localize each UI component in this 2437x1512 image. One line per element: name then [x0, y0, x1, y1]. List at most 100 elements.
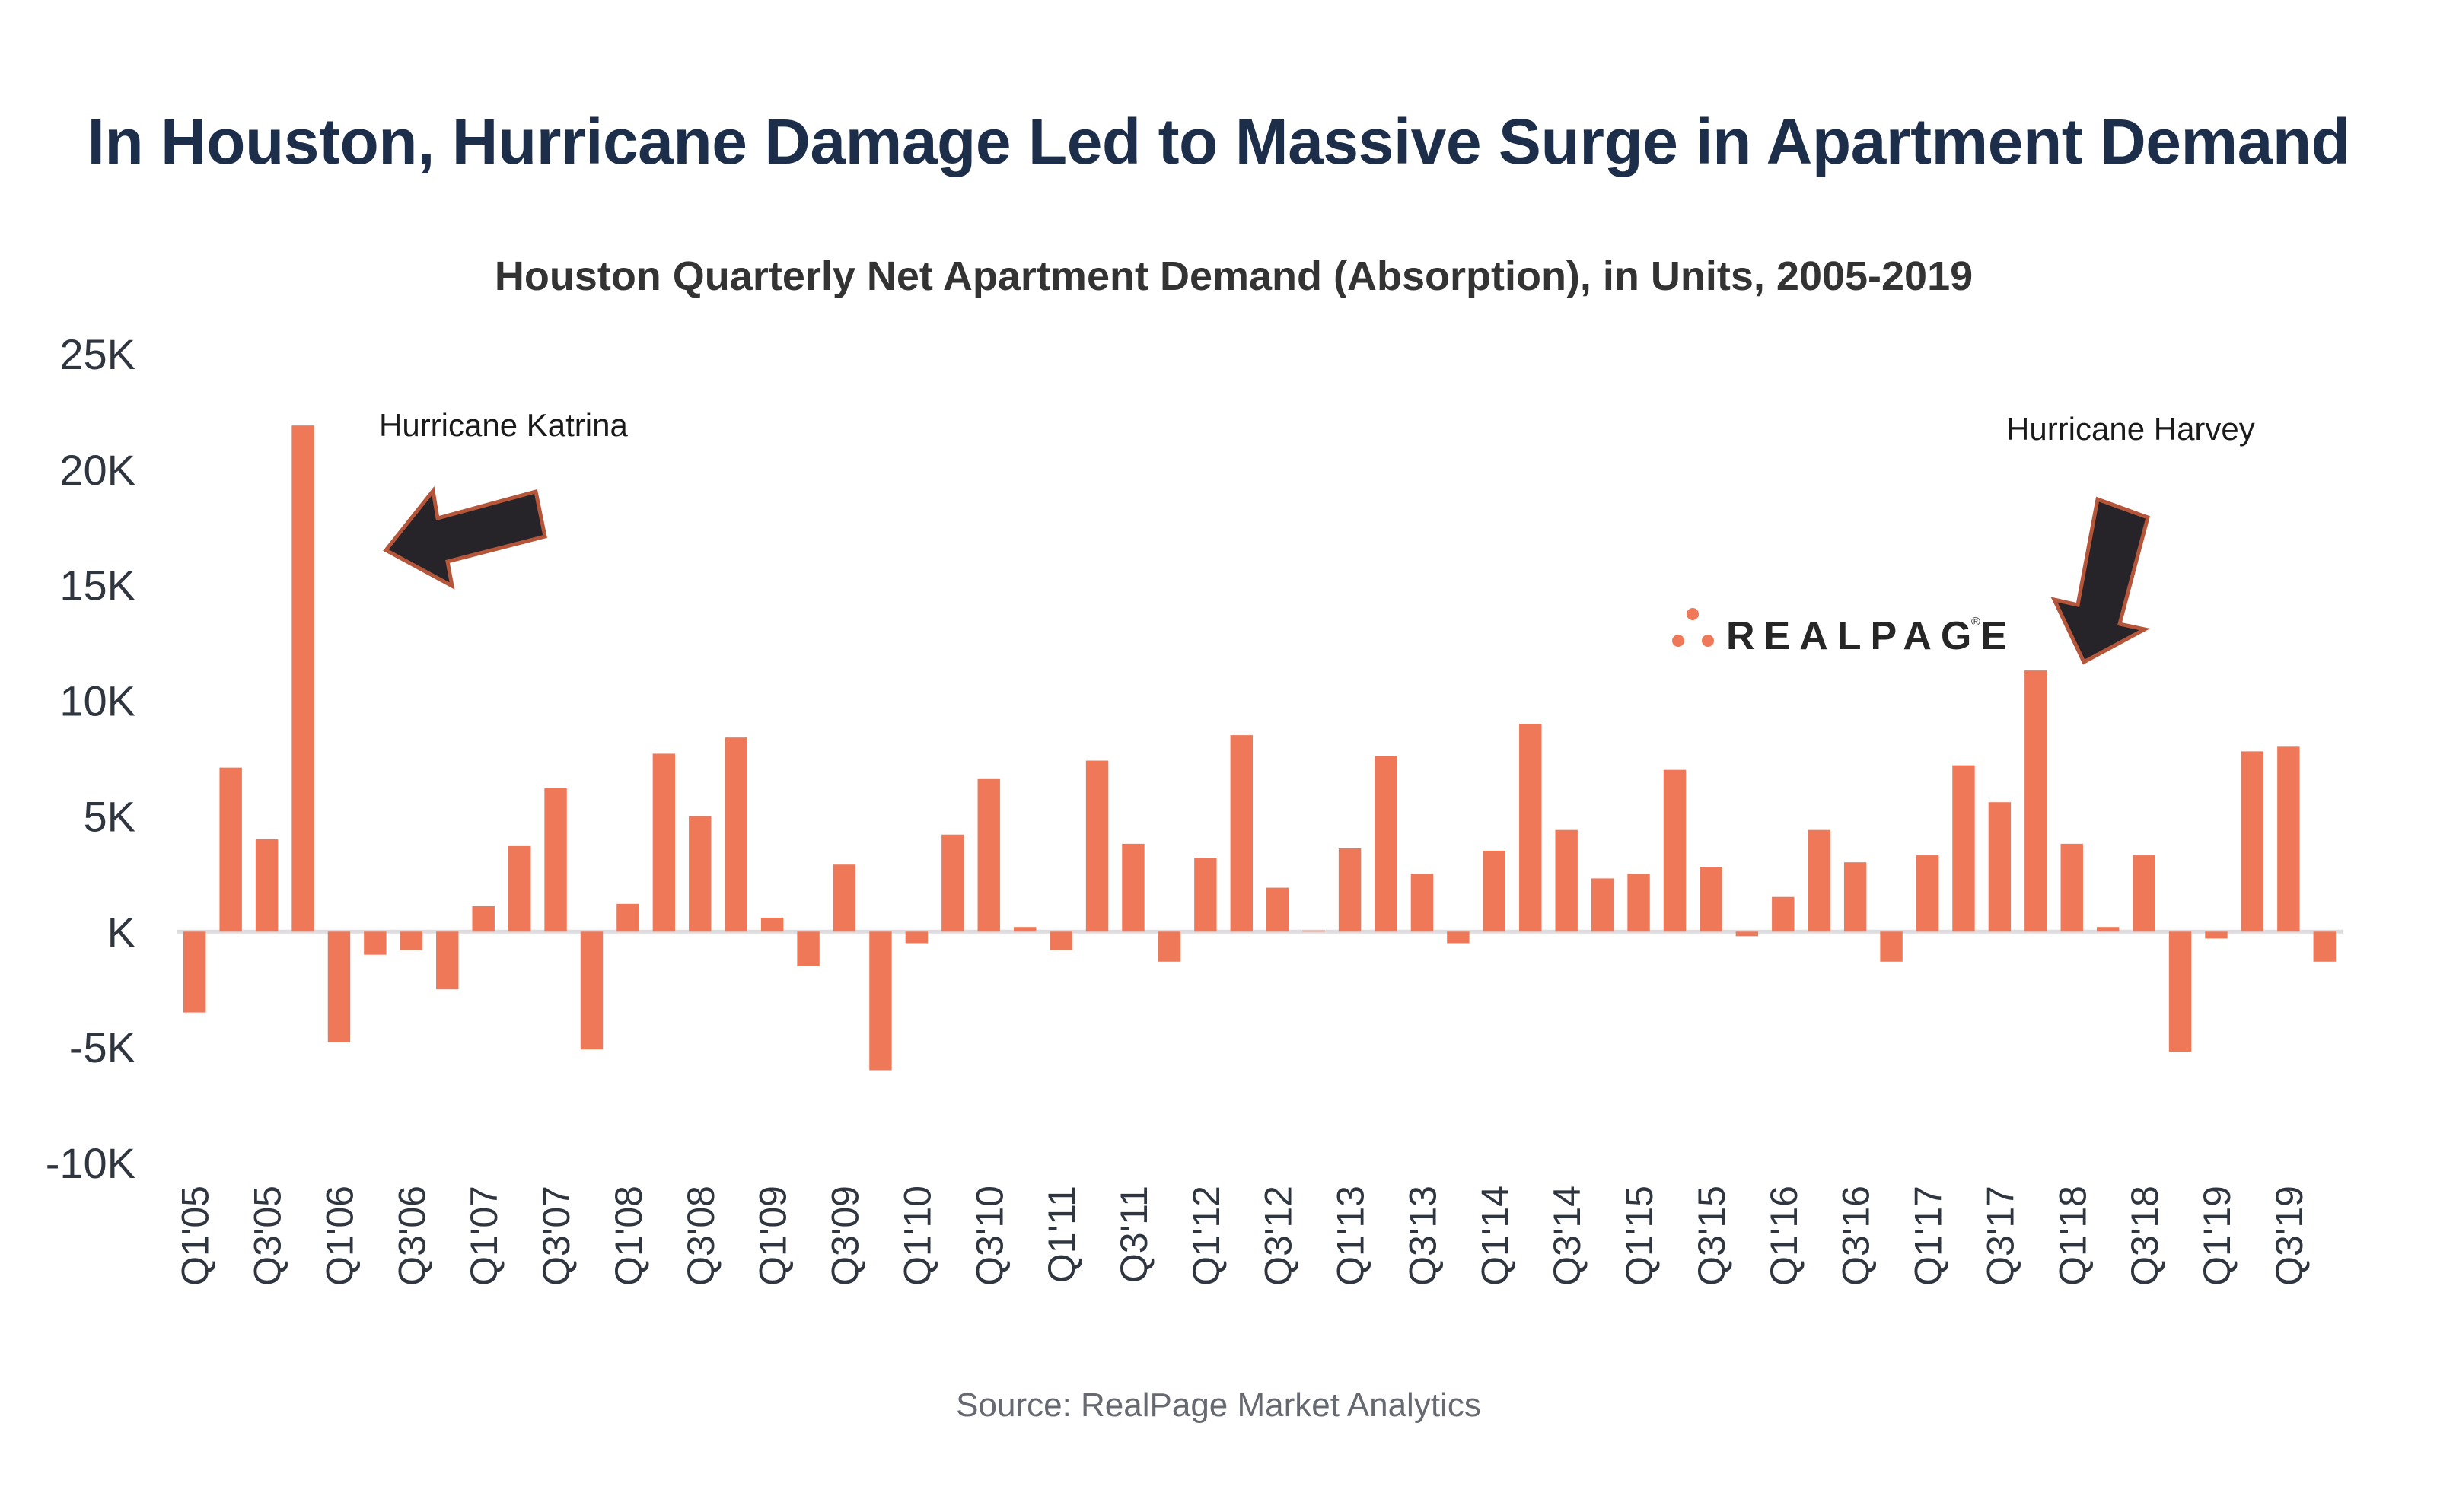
bar-Q2'19 — [2241, 751, 2264, 932]
bar-Q1'11 — [1050, 931, 1072, 950]
x-tick-label: Q3'05 — [247, 1186, 289, 1286]
y-axis: 25K 20K 15K 10K 5K K -5K -10K — [46, 330, 135, 1187]
bar-Q4'16 — [1880, 931, 1903, 962]
x-tick-label: Q3'10 — [968, 1186, 1011, 1286]
x-tick-label: Q1'10 — [896, 1186, 938, 1286]
y-tick-label: K — [107, 908, 135, 956]
bar-Q3'14 — [1555, 829, 1578, 932]
x-tick-label: Q1'06 — [318, 1186, 361, 1286]
x-tick-label: Q1'13 — [1330, 1186, 1372, 1286]
x-tick-label: Q1'11 — [1040, 1186, 1083, 1283]
bar-Q4'09 — [869, 931, 892, 1071]
bar-Q1'17 — [1916, 855, 1939, 932]
y-tick-label: 10K — [59, 677, 135, 725]
x-tick-label: Q1'17 — [1907, 1186, 1950, 1286]
x-tick-label: Q3'11 — [1113, 1186, 1155, 1283]
bar-Q4'11 — [1158, 931, 1181, 962]
x-tick-label: Q3'09 — [824, 1186, 867, 1286]
bar-Q2'08 — [652, 753, 676, 932]
bar-Q3'10 — [977, 778, 1000, 932]
bar-Q2'15 — [1663, 769, 1687, 932]
registered-mark: ® — [1971, 616, 1980, 629]
chart-title: Houston Quarterly Net Apartment Demand (… — [494, 253, 1973, 299]
x-tick-label: Q1'18 — [2051, 1186, 2094, 1286]
arrow-katrina-icon — [383, 486, 547, 590]
bar-Q1'10 — [905, 931, 929, 944]
x-axis: Q1'05 Q3'05 Q1'06 Q3'06 Q1'07 Q3'07 Q1'08 Q3'08… — [174, 1186, 2311, 1286]
bar-Q3'09 — [833, 864, 856, 932]
x-tick-label: Q3'19 — [2268, 1186, 2311, 1286]
bar-Q4'10 — [1013, 927, 1037, 932]
bar-Q2'17 — [1952, 765, 1975, 932]
x-tick-label: Q1'19 — [2196, 1186, 2238, 1286]
x-tick-label: Q3'16 — [1835, 1186, 1878, 1286]
bar-Q3'16 — [1843, 862, 1867, 932]
logo-dot-icon — [1702, 635, 1714, 647]
bar-Q3'18 — [2133, 855, 2155, 932]
bar-Q2'12 — [1230, 735, 1253, 932]
annotation-katrina: Hurricane Katrina — [379, 407, 628, 443]
bar-Q2'05 — [219, 767, 242, 932]
bar-Q1'06 — [327, 931, 351, 1043]
source-note: Source: RealPage Market Analytics — [956, 1386, 1481, 1424]
x-tick-label: Q1'15 — [1618, 1186, 1661, 1286]
logo-dot-icon — [1672, 635, 1684, 647]
logo-text: REALPAGE — [1726, 614, 2016, 658]
bar-Q1'09 — [760, 918, 784, 932]
x-tick-label: Q3'13 — [1401, 1186, 1444, 1286]
bar-Q1'18 — [2060, 843, 2083, 932]
bar-Q1'14 — [1483, 850, 1506, 932]
bar-Q3'07 — [544, 788, 567, 932]
bar-Q3'05 — [255, 839, 279, 932]
x-tick-label: Q3'07 — [535, 1186, 578, 1286]
bar-Q4'14 — [1591, 878, 1614, 932]
bar-Q2'16 — [1808, 829, 1830, 932]
y-tick-label: 20K — [59, 446, 135, 494]
x-tick-label: Q3'08 — [680, 1186, 722, 1286]
y-tick-label: 25K — [59, 330, 135, 378]
x-tick-label: Q3'18 — [2123, 1186, 2166, 1286]
x-tick-label: Q1'16 — [1763, 1186, 1805, 1286]
bar-Q4'15 — [1735, 931, 1759, 937]
bar-Q1'19 — [2205, 931, 2228, 939]
bar-Q3'11 — [1122, 843, 1145, 932]
annotation-harvey: Hurricane Harvey — [2006, 411, 2255, 447]
arrow-harvey-icon — [2050, 496, 2151, 665]
bar-Q3'19 — [2277, 746, 2300, 932]
bar-Q1'12 — [1194, 858, 1217, 932]
x-tick-label: Q1'05 — [174, 1186, 217, 1286]
bar-Q2'09 — [797, 931, 820, 966]
bar-Q4'19 — [2313, 931, 2336, 962]
x-tick-label: Q3'12 — [1257, 1186, 1300, 1286]
x-tick-label: Q1'07 — [463, 1186, 505, 1286]
bar-Q1'13 — [1338, 848, 1362, 932]
bar-Q1'15 — [1627, 874, 1650, 932]
bar-Q4'07 — [580, 931, 604, 1050]
bar-Q4'06 — [436, 931, 459, 990]
bar-Q2'18 — [2096, 927, 2120, 932]
bar-Q2'10 — [941, 834, 964, 932]
x-tick-label: Q1'08 — [607, 1186, 650, 1286]
bar-Q1'08 — [616, 903, 639, 932]
y-tick-label: -5K — [69, 1023, 135, 1071]
bar-Q3'06 — [400, 931, 423, 950]
bar-Q1'07 — [472, 906, 495, 932]
bar-Q4'05 — [291, 425, 314, 932]
x-tick-label: Q3'06 — [390, 1186, 433, 1286]
bar-Q4'17 — [2024, 670, 2047, 932]
bar-Q3'17 — [1988, 802, 2012, 932]
bar-Q2'11 — [1085, 760, 1109, 932]
bar-Q4'12 — [1302, 930, 1325, 932]
y-tick-label: 15K — [59, 562, 135, 610]
bar-Q2'14 — [1519, 723, 1542, 932]
x-tick-label: Q1'14 — [1473, 1186, 1516, 1286]
bar-Q4'18 — [2168, 931, 2192, 1052]
bar-Q4'13 — [1447, 931, 1470, 944]
bar-Q2'06 — [364, 931, 387, 955]
bar-Q3'15 — [1700, 867, 1722, 932]
x-tick-label: Q1'12 — [1185, 1186, 1228, 1286]
bar-Q4'08 — [725, 737, 747, 932]
bar-Q2'13 — [1375, 756, 1397, 932]
bar-Q3'13 — [1410, 874, 1434, 932]
